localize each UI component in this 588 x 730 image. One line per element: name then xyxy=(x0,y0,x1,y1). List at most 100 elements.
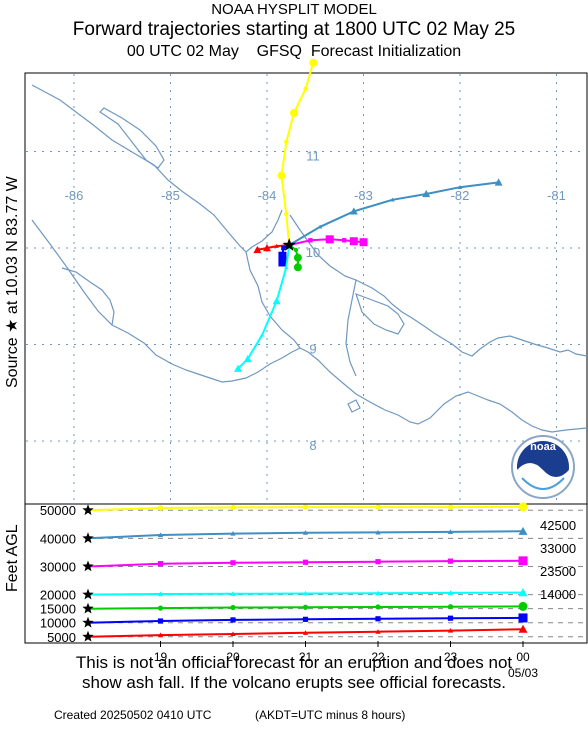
logo-gull-icon xyxy=(517,463,569,495)
height-point-20000 xyxy=(447,590,454,595)
height-point-40000 xyxy=(157,532,164,538)
nicoya-peninsula xyxy=(61,267,115,326)
height-x-tick-label: 22 xyxy=(371,650,385,664)
height-point-15000 xyxy=(230,604,236,611)
map-trajectory-point-5000 xyxy=(274,243,279,248)
height-y-tick-label: 50000 xyxy=(40,503,76,518)
height-point-20000 xyxy=(302,590,309,596)
height-right-label: 42500 xyxy=(540,518,576,533)
noaa-logo: noaa xyxy=(511,435,575,499)
map-lon-tick-label: -85 xyxy=(161,188,180,203)
map-lon-tick-label: -82 xyxy=(451,188,470,203)
height-y-tick-label: 10000 xyxy=(40,616,76,631)
map-trajectory-point-14000 xyxy=(293,247,299,253)
map-lat-tick-label: 8 xyxy=(309,438,316,453)
height-point-50000 xyxy=(375,504,381,510)
map-trajectory-point-50000 xyxy=(284,212,289,217)
disclaimer-line-2: show ash fall. If the volcano erupts see… xyxy=(82,673,506,692)
map-lat-tick-label: 10 xyxy=(306,245,320,260)
height-point-30000 xyxy=(157,561,164,567)
map-trajectory-5000 xyxy=(257,244,290,251)
timezone-note: (AKDT=UTC minus 8 hours) xyxy=(255,708,406,722)
map-trajectory-point-40000 xyxy=(317,224,323,229)
map-trajectory-point-30000 xyxy=(325,235,334,244)
map-tick-labels: -86 -85 -84 -83 -82 -81 11 10 9 8 xyxy=(65,149,566,454)
height-source-star-icon xyxy=(82,602,94,614)
disclaimer-line-1: This is not an official forecast for an … xyxy=(75,653,513,672)
logo-text: noaa xyxy=(530,441,557,453)
height-x-tick-label: 21 xyxy=(299,650,313,664)
map-trajectory-point-50000 xyxy=(277,171,286,180)
created-timestamp: Created 20250502 0410 UTC xyxy=(54,708,212,722)
height-point-10000 xyxy=(302,616,309,622)
height-x-tick-label: 00 xyxy=(516,650,530,664)
height-source-star-icon xyxy=(82,560,94,572)
height-point-10000 xyxy=(518,613,528,623)
height-source-star-icon xyxy=(82,532,94,544)
height-point-15000 xyxy=(375,604,381,610)
source-label: Source ★ at 10.03 N 83.77 W xyxy=(4,175,21,388)
map-trajectory-point-20000 xyxy=(284,265,289,270)
height-right-label: 33000 xyxy=(540,541,576,556)
map-trajectory-point-50000 xyxy=(290,108,299,117)
height-point-50000 xyxy=(302,504,309,510)
map-trajectory-point-30000 xyxy=(349,237,358,246)
map-trajectory-point-40000 xyxy=(349,207,358,215)
source-star-icon xyxy=(282,238,296,251)
height-point-10000 xyxy=(447,615,454,621)
map-trajectory-point-50000 xyxy=(303,86,308,91)
costa-rica-border xyxy=(245,251,301,349)
height-point-5000 xyxy=(375,629,381,634)
forecast-subtitle: 00 UTC 02 May GFSQ Forecast Initializati… xyxy=(126,43,462,60)
height-x-tick-label: 20 xyxy=(226,650,240,664)
map-trajectory-point-30000 xyxy=(359,238,368,247)
map-trajectory-point-14000 xyxy=(293,263,302,272)
map-trajectory-point-5000 xyxy=(263,244,271,252)
map-trajectory-point-10000 xyxy=(278,251,287,260)
height-point-15000 xyxy=(447,604,454,610)
pacific-coast xyxy=(31,219,588,433)
height-y-tick-label: 30000 xyxy=(40,559,76,574)
map-lat-tick-label: 11 xyxy=(306,149,320,164)
height-axis-label: Feet AGL xyxy=(4,524,21,592)
height-point-20000 xyxy=(157,591,164,597)
height-point-40000 xyxy=(518,526,528,535)
map-trajectory-point-30000 xyxy=(308,238,313,243)
map-gridlines xyxy=(26,74,586,503)
height-point-40000 xyxy=(230,530,236,536)
map-lon-tick-label: -86 xyxy=(65,188,84,203)
height-point-15000 xyxy=(518,601,528,611)
map-trajectory-point-40000 xyxy=(390,197,395,202)
height-point-50000 xyxy=(157,505,164,511)
height-point-5000 xyxy=(302,630,309,635)
map-trajectory-14000 xyxy=(288,244,299,268)
map-trajectory-point-40000 xyxy=(457,185,463,189)
height-source-star-icon xyxy=(82,630,94,642)
height-point-20000 xyxy=(375,590,381,596)
height-point-40000 xyxy=(447,529,454,534)
map-trajectory-point-40000 xyxy=(494,178,503,186)
coiba-island xyxy=(347,399,361,413)
map-trajectory-point-5000 xyxy=(253,245,262,254)
lake-nicaragua xyxy=(99,107,165,169)
height-point-5000 xyxy=(157,632,164,638)
height-point-5000 xyxy=(447,627,454,633)
height-right-label: 23500 xyxy=(540,564,576,579)
map-trajectory-point-14000 xyxy=(293,253,302,262)
height-source-star-icon xyxy=(82,588,94,600)
height-point-20000 xyxy=(230,591,236,596)
height-point-40000 xyxy=(302,530,309,535)
height-point-5000 xyxy=(230,631,236,637)
height-point-30000 xyxy=(302,559,309,565)
height-point-50000 xyxy=(447,504,454,510)
height-point-30000 xyxy=(375,559,381,565)
map-trajectory-point-10000 xyxy=(278,258,287,267)
height-point-30000 xyxy=(230,560,236,566)
height-point-5000 xyxy=(518,624,528,633)
height-point-10000 xyxy=(157,618,164,624)
map-lon-tick-label: -81 xyxy=(547,188,566,203)
height-series xyxy=(87,502,528,638)
caribbean-coast xyxy=(31,84,283,253)
height-point-50000 xyxy=(518,502,528,512)
map-trajectory-point-40000 xyxy=(422,189,431,198)
